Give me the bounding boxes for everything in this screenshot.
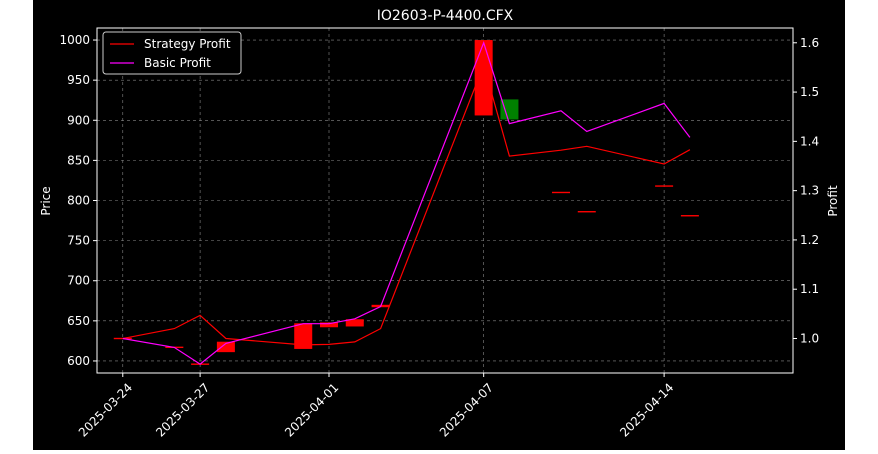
candle-2025-03-24 (113, 337, 132, 340)
candle-2025-04-11 (577, 211, 596, 213)
legend: Strategy Profit Basic Profit (102, 31, 242, 75)
candle-2025-04-07 (474, 40, 493, 116)
y-right-tick-label-0: 1.0 (800, 332, 819, 346)
y-right-tick-label-5: 1.5 (800, 85, 819, 99)
candle-2025-04-15 (680, 215, 699, 217)
x-tick-label-3: 2025-04-07 (437, 380, 496, 439)
y-left-tick-label-1: 650 (67, 314, 90, 328)
candle-2025-03-31 (294, 323, 313, 349)
y-axis-left-ticks: 600 650 700 750 800 850 900 950 1000 (59, 33, 97, 368)
series-line-0 (122, 63, 691, 346)
candle-2025-04-01 (320, 322, 338, 328)
y-right-tick-label-4: 1.4 (800, 134, 819, 148)
y-axis-left-label: Price (39, 186, 53, 215)
chart-figure: 2025-03-24 2025-03-27 2025-04-01 2025-04-07… (33, 0, 845, 450)
x-tick-label-2: 2025-04-01 (282, 380, 341, 439)
y-left-tick-label-6: 900 (67, 113, 90, 127)
y-left-tick-label-7: 950 (67, 73, 90, 87)
legend-box (102, 31, 242, 75)
y-left-tick-label-8: 1000 (59, 33, 90, 47)
series-line-1 (122, 41, 691, 365)
profit-lines (122, 41, 691, 365)
y-left-tick-label-0: 600 (67, 354, 90, 368)
candle-2025-04-02 (345, 319, 364, 327)
legend-strategy-label: Strategy Profit (144, 37, 231, 51)
x-tick-label-1: 2025-03-27 (153, 380, 212, 439)
chart-title: IO2603-P-4400.CFX (377, 8, 514, 24)
y-axis-right-label: Profit (826, 185, 840, 217)
candle-2025-04-10 (552, 191, 570, 194)
y-right-tick-label-6: 1.6 (800, 36, 819, 50)
candle-2025-03-28 (216, 341, 235, 353)
chart-svg: 2025-03-24 2025-03-27 2025-04-01 2025-04-07… (39, 8, 840, 440)
y-left-tick-label-2: 700 (67, 274, 90, 288)
legend-basic-label: Basic Profit (144, 56, 211, 70)
y-right-tick-label-2: 1.2 (800, 233, 819, 247)
candle-2025-04-08 (500, 99, 519, 120)
y-right-tick-label-3: 1.3 (800, 184, 819, 198)
y-left-tick-label-4: 800 (67, 194, 90, 208)
y-left-tick-label-3: 750 (67, 234, 90, 248)
y-axis-right-ticks: 1.0 1.1 1.2 1.3 1.4 1.5 1.6 (793, 36, 819, 346)
candlesticks (113, 40, 699, 365)
candle-2025-04-14 (655, 185, 674, 187)
x-axis-ticks: 2025-03-24 2025-03-27 2025-04-01 2025-04-07… (76, 373, 676, 440)
x-tick-label-4: 2025-04-14 (617, 380, 676, 439)
y-right-tick-label-1: 1.1 (800, 282, 819, 296)
x-tick-label-0: 2025-03-24 (76, 380, 135, 439)
grid-lines (97, 28, 793, 373)
y-left-tick-label-5: 850 (67, 153, 90, 167)
